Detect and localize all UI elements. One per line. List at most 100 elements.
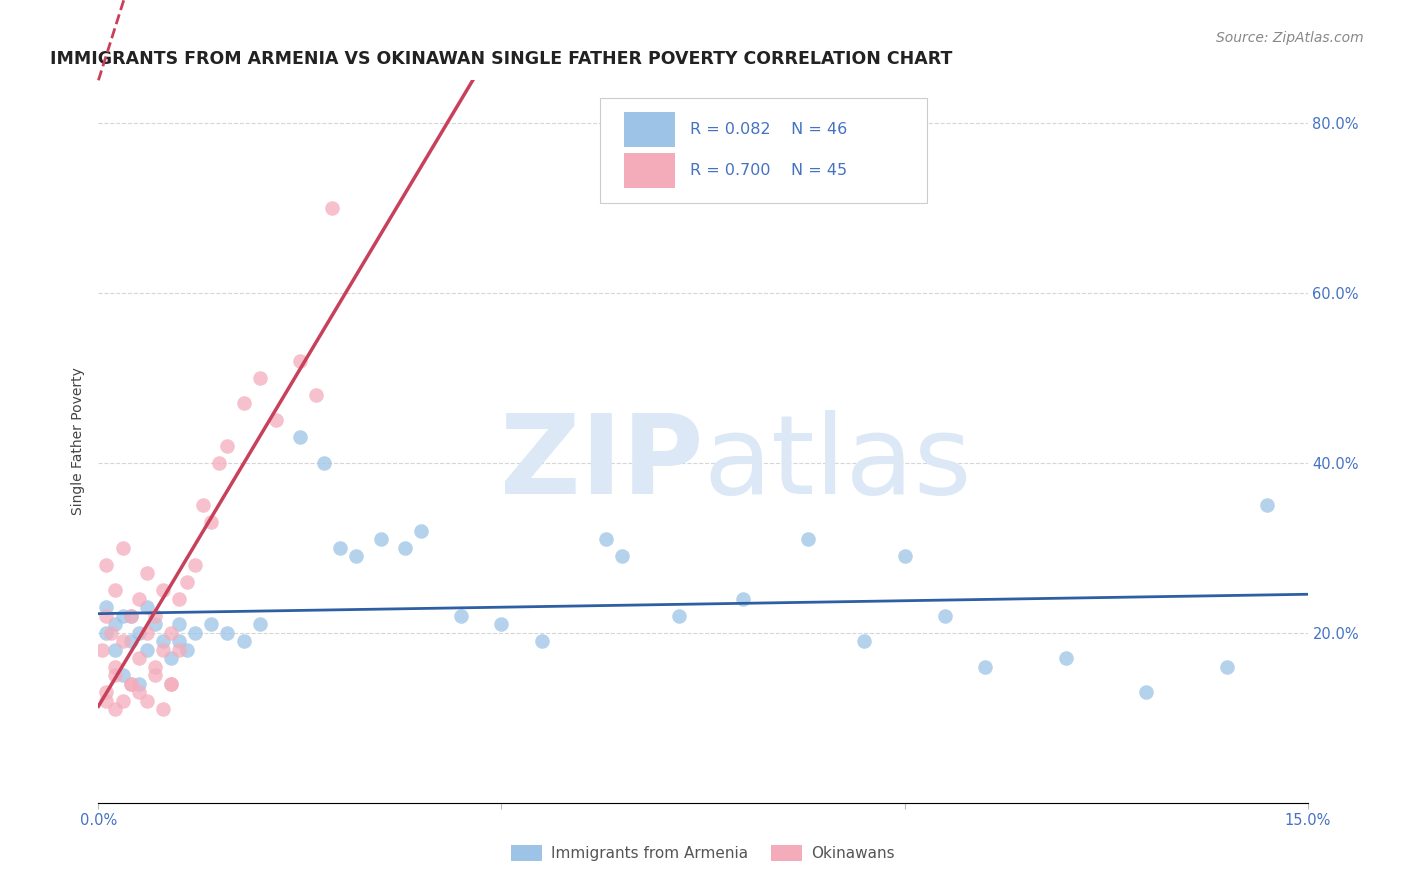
Point bbox=[288, 430, 311, 444]
Point bbox=[96, 694, 118, 708]
Point bbox=[152, 702, 174, 716]
Point bbox=[100, 625, 122, 640]
Point bbox=[96, 685, 118, 699]
Point bbox=[128, 625, 150, 640]
Point bbox=[200, 617, 222, 632]
Bar bbox=[624, 153, 675, 188]
Point bbox=[152, 642, 174, 657]
Point bbox=[450, 608, 472, 623]
Point bbox=[135, 694, 157, 708]
Point bbox=[91, 642, 114, 657]
Point bbox=[128, 591, 150, 606]
Point bbox=[152, 634, 174, 648]
Point bbox=[217, 625, 239, 640]
Point bbox=[160, 677, 183, 691]
Text: Source: ZipAtlas.com: Source: ZipAtlas.com bbox=[1216, 31, 1364, 45]
Point bbox=[370, 533, 392, 547]
Point bbox=[103, 642, 125, 657]
Point bbox=[974, 660, 997, 674]
Point bbox=[143, 660, 166, 674]
Point bbox=[96, 625, 118, 640]
Point bbox=[167, 642, 190, 657]
Point bbox=[1216, 660, 1239, 674]
Point bbox=[167, 634, 190, 648]
Point bbox=[193, 498, 215, 512]
Point bbox=[160, 625, 183, 640]
Point bbox=[217, 439, 239, 453]
Point bbox=[409, 524, 432, 538]
Text: atlas: atlas bbox=[703, 409, 972, 516]
Point bbox=[120, 677, 142, 691]
Point bbox=[135, 566, 157, 581]
Point bbox=[249, 371, 271, 385]
Point bbox=[111, 668, 134, 682]
Point bbox=[128, 651, 150, 665]
Point bbox=[1135, 685, 1157, 699]
Point bbox=[176, 574, 198, 589]
Point bbox=[143, 617, 166, 632]
Point bbox=[893, 549, 915, 564]
Point bbox=[103, 583, 125, 598]
Point bbox=[111, 694, 134, 708]
Point bbox=[120, 634, 142, 648]
Point bbox=[595, 533, 617, 547]
Point bbox=[152, 583, 174, 598]
Point bbox=[934, 608, 956, 623]
Point bbox=[143, 608, 166, 623]
Point bbox=[329, 541, 352, 555]
Point bbox=[120, 608, 142, 623]
Point bbox=[394, 541, 416, 555]
Point bbox=[853, 634, 876, 648]
Y-axis label: Single Father Poverty: Single Father Poverty bbox=[72, 368, 86, 516]
Point bbox=[184, 558, 207, 572]
FancyBboxPatch shape bbox=[600, 98, 927, 203]
Point bbox=[135, 625, 157, 640]
Point bbox=[111, 608, 134, 623]
Point bbox=[344, 549, 367, 564]
Point bbox=[232, 634, 254, 648]
Point bbox=[530, 634, 553, 648]
Text: R = 0.700    N = 45: R = 0.700 N = 45 bbox=[690, 163, 846, 178]
Point bbox=[160, 677, 183, 691]
Point bbox=[160, 651, 183, 665]
Point bbox=[264, 413, 287, 427]
Point bbox=[288, 353, 311, 368]
Point bbox=[120, 677, 142, 691]
Point bbox=[305, 388, 328, 402]
Point bbox=[128, 685, 150, 699]
Text: IMMIGRANTS FROM ARMENIA VS OKINAWAN SINGLE FATHER POVERTY CORRELATION CHART: IMMIGRANTS FROM ARMENIA VS OKINAWAN SING… bbox=[51, 50, 952, 68]
Point bbox=[96, 608, 118, 623]
Point bbox=[143, 668, 166, 682]
Point bbox=[103, 668, 125, 682]
Point bbox=[103, 702, 125, 716]
Point bbox=[103, 617, 125, 632]
Point bbox=[612, 549, 634, 564]
Point bbox=[491, 617, 513, 632]
Text: R = 0.082    N = 46: R = 0.082 N = 46 bbox=[690, 122, 846, 136]
Point bbox=[135, 600, 157, 615]
Bar bbox=[624, 112, 675, 147]
Point bbox=[668, 608, 690, 623]
Point bbox=[232, 396, 254, 410]
Text: ZIP: ZIP bbox=[499, 409, 703, 516]
Point bbox=[797, 533, 820, 547]
Point bbox=[208, 456, 231, 470]
Legend: Immigrants from Armenia, Okinawans: Immigrants from Armenia, Okinawans bbox=[505, 839, 901, 867]
Point bbox=[200, 516, 222, 530]
Point bbox=[184, 625, 207, 640]
Point bbox=[167, 617, 190, 632]
Point bbox=[733, 591, 755, 606]
Point bbox=[120, 608, 142, 623]
Point bbox=[96, 600, 118, 615]
Point bbox=[1256, 498, 1278, 512]
Point bbox=[249, 617, 271, 632]
Point bbox=[176, 642, 198, 657]
Point bbox=[135, 642, 157, 657]
Point bbox=[96, 558, 118, 572]
Point bbox=[103, 660, 125, 674]
Point bbox=[1054, 651, 1077, 665]
Point bbox=[167, 591, 190, 606]
Point bbox=[314, 456, 336, 470]
Point bbox=[111, 634, 134, 648]
Point bbox=[128, 677, 150, 691]
